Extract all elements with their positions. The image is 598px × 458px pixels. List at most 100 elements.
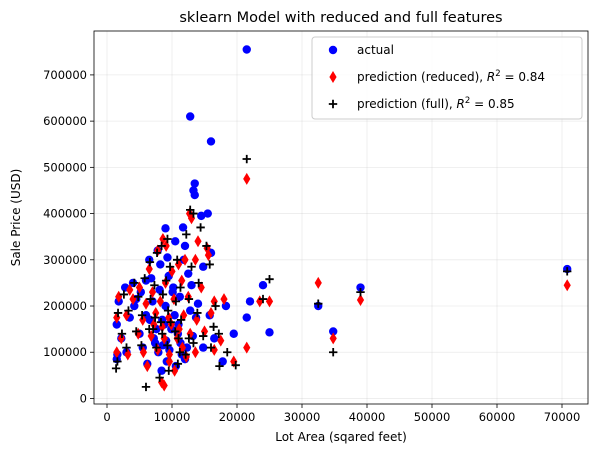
point-prediction-full (137, 341, 146, 350)
point-actual (157, 366, 166, 375)
point-prediction-full (113, 357, 122, 366)
point-actual (178, 223, 188, 232)
x-tick-label: 60000 (479, 410, 516, 424)
point-prediction-full (152, 343, 161, 352)
point-prediction-full (173, 359, 183, 368)
point-prediction-reduced (135, 281, 144, 294)
point-prediction-full (182, 230, 191, 239)
point-actual (258, 281, 268, 290)
point-prediction-full (111, 364, 121, 373)
point-prediction-reduced (220, 293, 228, 306)
point-prediction-full (134, 292, 143, 301)
y-tick-label: 400000 (43, 207, 87, 221)
point-prediction-full (163, 234, 172, 244)
point-prediction-reduced (160, 379, 168, 392)
point-actual (187, 281, 196, 290)
point-prediction-reduced (113, 346, 121, 359)
point-prediction-reduced (563, 279, 571, 292)
point-prediction-full (158, 290, 168, 299)
point-actual (229, 329, 238, 338)
point-prediction-full (165, 262, 175, 271)
axis-ticks: 0 10000 20000 30000 40000 50000 60000 700000100… (43, 68, 580, 424)
point-prediction-full (356, 287, 365, 297)
point-actual (130, 301, 139, 311)
point-actual (175, 292, 184, 301)
point-prediction-full (199, 331, 208, 341)
x-tick-label: 50000 (414, 410, 451, 424)
point-actual (155, 285, 164, 295)
point-prediction-reduced (265, 295, 274, 308)
point-prediction-full (163, 306, 173, 315)
point-actual (265, 328, 274, 337)
point-prediction-full (223, 348, 232, 357)
point-prediction-full (329, 348, 338, 357)
point-actual (242, 45, 251, 54)
point-prediction-full (265, 275, 274, 284)
point-prediction-full (314, 299, 323, 308)
point-actual (147, 274, 156, 283)
legend-label-prediction-full: prediction (full), R2 = 0.85 (357, 96, 515, 111)
point-prediction-reduced (142, 297, 150, 310)
point-prediction-full (173, 255, 182, 264)
point-prediction-reduced (243, 172, 251, 185)
point-prediction-full (124, 306, 133, 315)
point-prediction-reduced (126, 283, 134, 296)
point-prediction-full (145, 257, 155, 267)
point-actual (190, 190, 199, 200)
point-prediction-full (176, 283, 185, 292)
point-actual (193, 299, 203, 308)
plot-area-frame (93, 30, 589, 405)
point-prediction-full (193, 308, 202, 318)
point-prediction-full (146, 294, 155, 304)
legend-marker-prediction-reduced (329, 71, 337, 83)
point-prediction-full (174, 334, 183, 343)
point-prediction-reduced (145, 263, 153, 276)
point-actual (199, 262, 208, 271)
point-prediction-full (258, 294, 268, 304)
point-prediction-full (130, 278, 139, 288)
point-prediction-full (202, 241, 211, 251)
point-prediction-full (164, 366, 173, 375)
point-actual (171, 237, 180, 246)
point-prediction-reduced (191, 253, 199, 266)
point-prediction-reduced (243, 341, 251, 354)
point-prediction-full (119, 290, 129, 299)
point-actual (161, 224, 170, 233)
point-prediction-reduced (117, 332, 125, 345)
point-prediction-full (152, 248, 162, 258)
y-tick-label: 100000 (43, 345, 87, 359)
point-prediction-reduced (204, 249, 212, 262)
point-actual (190, 179, 199, 188)
point-actual (356, 283, 365, 292)
point-prediction-full (189, 338, 198, 348)
x-tick-label: 20000 (219, 410, 256, 424)
point-prediction-full (132, 327, 141, 336)
point-prediction-reduced (181, 253, 189, 266)
point-actual (170, 311, 179, 320)
point-prediction-full (137, 311, 147, 320)
point-prediction-reduced (329, 332, 337, 345)
point-prediction-full (205, 260, 214, 269)
point-prediction-full (155, 373, 164, 382)
point-prediction-full (206, 343, 216, 352)
point-prediction-full (187, 262, 196, 271)
point-prediction-full (117, 329, 127, 338)
point-prediction-reduced (139, 313, 147, 326)
point-actual (218, 357, 227, 366)
point-actual (242, 313, 251, 322)
point-prediction-full (166, 317, 175, 327)
data-series (111, 45, 572, 392)
point-prediction-full (211, 301, 220, 311)
legend-label-actual: actual (357, 43, 394, 57)
point-prediction-full (148, 324, 158, 334)
point-prediction-full (175, 348, 184, 357)
point-actual (245, 297, 255, 306)
point-prediction-full (231, 360, 240, 370)
point-prediction-full (194, 278, 203, 288)
point-prediction-reduced (194, 235, 202, 248)
point-prediction-reduced (165, 355, 173, 368)
point-prediction-reduced (171, 364, 179, 377)
point-prediction-full (209, 322, 218, 332)
point-prediction-full (189, 209, 198, 218)
